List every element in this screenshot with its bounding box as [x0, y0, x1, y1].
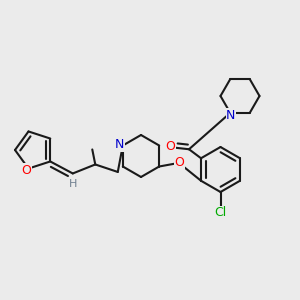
Text: N: N	[226, 109, 236, 122]
Text: O: O	[175, 156, 184, 169]
Text: H: H	[69, 179, 78, 189]
Text: Cl: Cl	[214, 206, 226, 220]
Text: O: O	[21, 164, 31, 176]
Text: N: N	[115, 138, 124, 151]
Text: O: O	[165, 140, 175, 153]
